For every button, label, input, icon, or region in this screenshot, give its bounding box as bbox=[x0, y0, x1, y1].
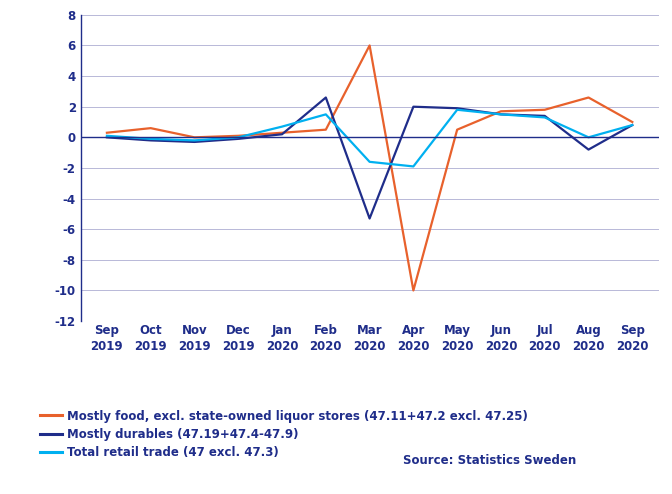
Text: Source: Statistics Sweden: Source: Statistics Sweden bbox=[403, 454, 577, 467]
Legend: Mostly food, excl. state-owned liquor stores (47.11+47.2 excl. 47.25), Mostly du: Mostly food, excl. state-owned liquor st… bbox=[40, 410, 528, 459]
